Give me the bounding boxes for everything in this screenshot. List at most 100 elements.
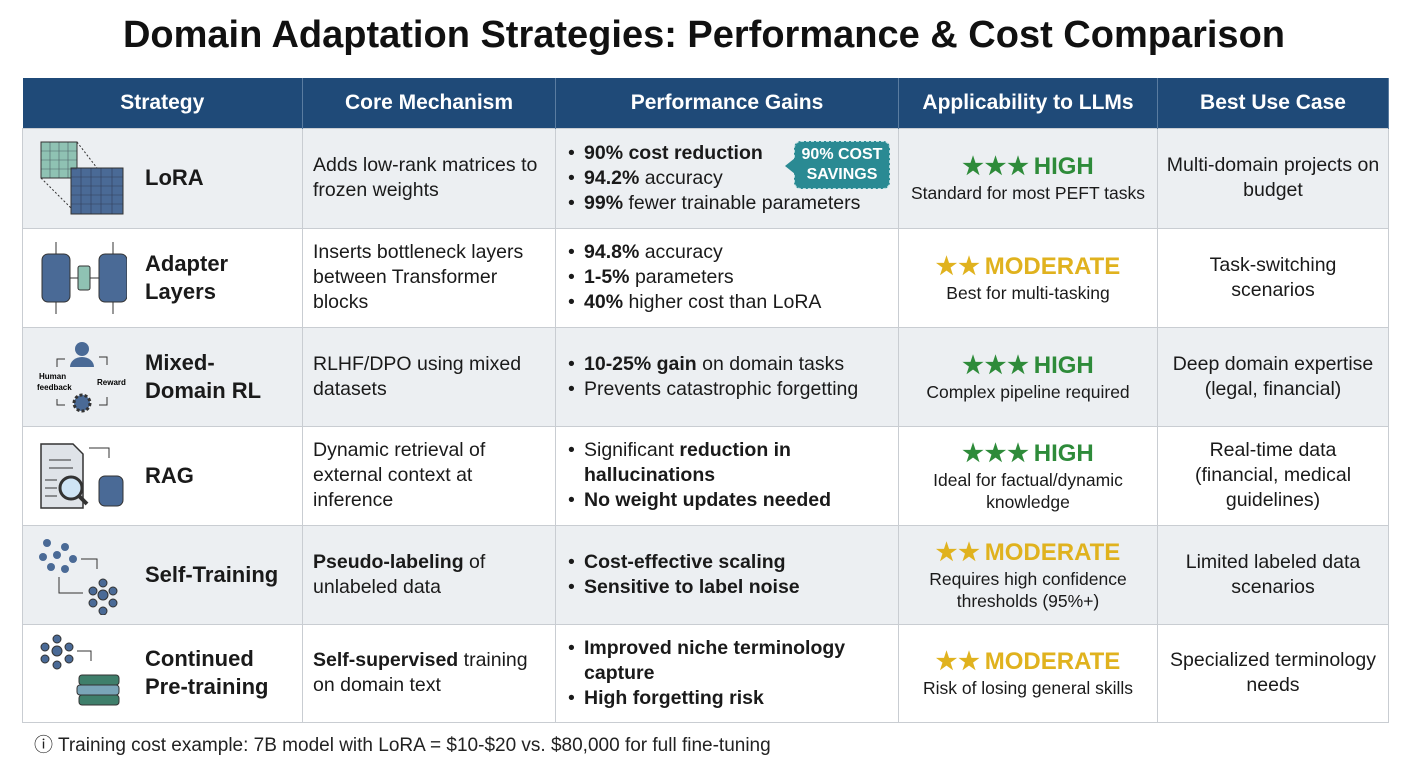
applicability-note: Risk of losing general skills bbox=[922, 678, 1134, 698]
strategy-cell: Self-Training bbox=[22, 524, 303, 625]
strategy-label: Continued Pre-training bbox=[23, 633, 302, 713]
table-row: Human feedback Reward Mixed-Domain RL RLHF/D… bbox=[22, 326, 1389, 427]
table-row: RAG Dynamic retrieval of external context… bbox=[22, 425, 1389, 526]
rl-feedback-loop-icon: Human feedback Reward bbox=[37, 337, 127, 417]
strategy-name: Continued Pre-training bbox=[145, 646, 269, 699]
gain-text: Sensitive to label noise bbox=[584, 575, 800, 598]
strategy-name: Adapter Layers bbox=[145, 250, 229, 304]
applicability-level: HIGH bbox=[1033, 439, 1094, 467]
mechanism-cell: RLHF/DPO using mixed datasets bbox=[302, 326, 556, 427]
star-rating-icon: ★★★ bbox=[962, 153, 1030, 180]
use-case-cell: Deep domain expertise (legal, financial) bbox=[1157, 326, 1389, 427]
use-case-cell: Real-time data (financial, medical guide… bbox=[1157, 425, 1389, 526]
strategy-name: RAG bbox=[145, 462, 194, 488]
mechanism-cell: Dynamic retrieval of external context at… bbox=[302, 425, 556, 526]
strategy-cell: Continued Pre-training bbox=[22, 623, 303, 723]
table-row: Adapter Layers Inserts bottleneck layers … bbox=[22, 227, 1389, 328]
strategy-name: Self-Training bbox=[145, 561, 279, 587]
gain-text: 94.8% bbox=[584, 241, 640, 263]
use-case-cell: Multi-domain projects on budget bbox=[1157, 127, 1389, 229]
mechanism-text: Pseudo-labeling bbox=[313, 550, 464, 573]
gains-cell: Significant reduction in hallucinationsN… bbox=[555, 425, 899, 526]
applicability-rating: ★★★ HIGH bbox=[899, 351, 1157, 381]
mechanism-text: Dynamic retrieval of external context at… bbox=[313, 439, 486, 511]
mechanism-cell: Self-supervised training on domain text bbox=[302, 623, 556, 723]
gain-bullet: High forgetting risk bbox=[566, 686, 892, 711]
gain-bullet: 94.8% accuracy bbox=[566, 240, 892, 265]
applicability-note: Best for multi-tasking bbox=[946, 282, 1110, 303]
gains-cell: Improved niche terminology captureHigh f… bbox=[555, 623, 899, 723]
use-case-cell: Task-switching scenarios bbox=[1157, 227, 1389, 328]
header-strategy: Strategy bbox=[22, 78, 303, 128]
gains-cell: Cost-effective scalingSensitive to label… bbox=[555, 524, 899, 625]
header-mechanism: Core Mechanism bbox=[302, 78, 556, 128]
adapter-layers-icon bbox=[37, 238, 127, 318]
mechanism-text: Adds low-rank matrices to frozen weights bbox=[313, 154, 538, 201]
applicability-rating: ★★★ HIGH bbox=[899, 152, 1157, 182]
mechanism-text: Inserts bottleneck layers between Transf… bbox=[313, 241, 524, 313]
strategy-label: RAG bbox=[23, 436, 302, 516]
mechanism-text: training on domain text bbox=[313, 649, 528, 696]
applicability-level: MODERATE bbox=[984, 648, 1121, 675]
mechanism-cell: Inserts bottleneck layers between Transf… bbox=[302, 227, 556, 328]
applicability-cell: ★★★ HIGH Ideal for factual/dynamic knowled… bbox=[898, 425, 1158, 526]
header-use-case: Best Use Case bbox=[1157, 78, 1389, 128]
strategy-name: LoRA bbox=[145, 165, 204, 190]
applicability-cell: ★★ MODERATE Risk of losing general skills bbox=[898, 623, 1158, 723]
strategy-name: Mixed-Domain RL bbox=[145, 349, 262, 403]
comparison-table: Strategy Core Mechanism Performance Gain… bbox=[22, 78, 1389, 723]
applicability-cell: ★★★ HIGH Complex pipeline required bbox=[898, 326, 1158, 427]
gain-text: Prevents catastrophic forgetting bbox=[584, 377, 859, 400]
strategy-label: Self-Training bbox=[23, 535, 302, 615]
svg-text:feedback: feedback bbox=[37, 383, 72, 392]
star-rating-icon: ★★★ bbox=[962, 439, 1030, 467]
gain-bullet: Improved niche terminology capture bbox=[566, 636, 892, 686]
rag-document-search-icon bbox=[37, 436, 127, 516]
mechanism-text: RLHF/DPO using mixed datasets bbox=[313, 352, 522, 400]
gain-text: reduction in hallucinations bbox=[584, 439, 791, 486]
gains-cell: 90% COST SAVINGS90% cost reduction94.2% … bbox=[555, 127, 899, 229]
gain-text: 99% bbox=[584, 191, 624, 214]
gain-text: higher cost than LoRA bbox=[623, 291, 822, 313]
table-wrapper: Strategy Core Mechanism Performance Gain… bbox=[22, 78, 1389, 758]
applicability-level: HIGH bbox=[1033, 351, 1094, 379]
svg-text:Human: Human bbox=[39, 372, 66, 381]
table-row: LoRA Adds low-rank matrices to frozen wei… bbox=[22, 127, 1389, 229]
self-training-network-icon bbox=[37, 535, 127, 615]
gain-text: 10-25% gain bbox=[584, 352, 697, 375]
applicability-cell: ★★ MODERATE Requires high confidence thres… bbox=[898, 524, 1158, 625]
gain-bullet: 94.2% accuracy bbox=[566, 166, 892, 191]
gain-bullet: 99% fewer trainable parameters bbox=[566, 191, 892, 216]
gain-bullet: 40% higher cost than LoRA bbox=[566, 290, 892, 315]
page-title: Domain Adaptation Strategies: Performanc… bbox=[122, 14, 1285, 56]
applicability-rating: ★★ MODERATE bbox=[899, 538, 1157, 568]
applicability-note: Ideal for factual/dynamic knowledge bbox=[933, 469, 1123, 512]
lora-matrix-icon bbox=[37, 138, 127, 218]
applicability-note: Requires high confidence thresholds (95%… bbox=[929, 568, 1127, 611]
gain-bullet: No weight updates needed bbox=[566, 488, 892, 513]
mechanism-text: of unlabeled data bbox=[313, 550, 486, 598]
gain-text: on domain tasks bbox=[696, 352, 845, 375]
table-row: Self-Training Pseudo-labeling of unlabele… bbox=[22, 524, 1389, 625]
gain-text: No weight updates needed bbox=[584, 489, 832, 511]
star-rating-icon: ★★ bbox=[935, 538, 981, 566]
strategy-cell: LoRA bbox=[22, 127, 303, 229]
applicability-rating: ★★ MODERATE bbox=[899, 252, 1157, 282]
star-rating-icon: ★★ bbox=[935, 648, 981, 675]
footer-text: Training cost example: 7B model with LoR… bbox=[57, 734, 771, 756]
applicability-rating: ★★★ HIGH bbox=[899, 439, 1157, 469]
gain-bullet: 90% cost reduction bbox=[566, 141, 892, 166]
gain-text: parameters bbox=[629, 266, 734, 288]
mechanism-cell: Pseudo-labeling of unlabeled data bbox=[302, 524, 556, 625]
footer-note: ⓘ Training cost example: 7B model with L… bbox=[34, 734, 1388, 758]
applicability-cell: ★★★ HIGH Standard for most PEFT tasks bbox=[898, 127, 1158, 229]
gain-text: 1-5% bbox=[584, 266, 630, 288]
mechanism-cell: Adds low-rank matrices to frozen weights bbox=[302, 127, 556, 229]
info-icon: ⓘ bbox=[34, 734, 54, 756]
gain-bullet: Sensitive to label noise bbox=[566, 575, 892, 600]
use-case-cell: Specialized terminology needs bbox=[1157, 623, 1389, 723]
applicability-note: Standard for most PEFT tasks bbox=[910, 183, 1146, 203]
gains-cell: 10-25% gain on domain tasksPrevents cata… bbox=[555, 326, 899, 427]
header-row: Strategy Core Mechanism Performance Gain… bbox=[22, 78, 1389, 128]
gain-text: Improved niche terminology capture bbox=[584, 636, 846, 684]
